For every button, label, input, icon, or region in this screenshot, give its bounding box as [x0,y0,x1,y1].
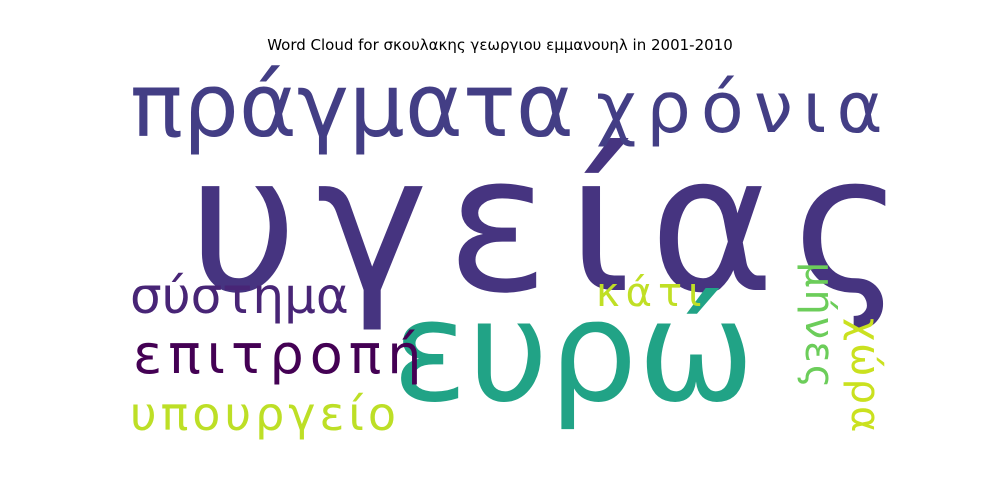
word-1: υγείας [188,114,922,335]
word-9: μήνες [796,262,842,390]
word-7: υπουργείο [130,387,400,441]
word-2: ευρώ [392,271,755,434]
word-3: πράγματα [130,54,574,157]
word-6: επιτροπή [133,323,428,386]
word-10: χώρα [842,318,888,434]
word-5: σύστημα [130,267,349,325]
chart-title: Word Cloud for σκουλακης γεωργιου εμμανο… [267,36,733,54]
word-8: κάτι [596,270,708,316]
word-4: χρόνια [596,67,893,149]
